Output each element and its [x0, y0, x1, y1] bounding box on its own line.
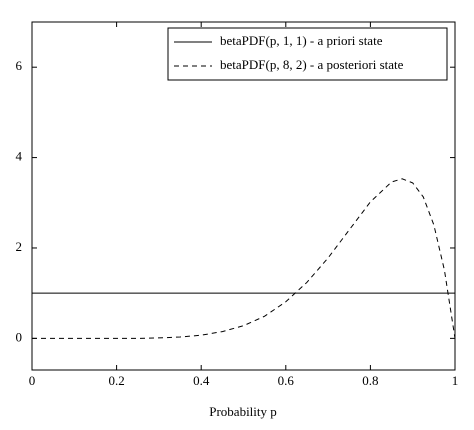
y-tick-label: 0 [16, 329, 23, 344]
legend-label: betaPDF(p, 1, 1) - a priori state [220, 33, 383, 48]
x-tick-label: 0 [29, 373, 36, 388]
line-series [32, 178, 456, 339]
x-tick-label: 0.2 [108, 373, 124, 388]
x-tick-label: 0.8 [362, 373, 378, 388]
y-tick-label: 2 [16, 239, 23, 254]
legend-box [167, 27, 448, 81]
x-tick-label: 0.6 [278, 373, 295, 388]
x-tick-label: 0.4 [193, 373, 210, 388]
plot-frame [31, 21, 456, 371]
x-tick-label: 1 [452, 373, 459, 388]
x-axis-label: Probability p [209, 404, 277, 419]
legend-label: betaPDF(p, 8, 2) - a posteriori state [220, 57, 404, 72]
y-tick-label: 6 [16, 58, 23, 73]
y-tick-label: 4 [16, 149, 23, 164]
